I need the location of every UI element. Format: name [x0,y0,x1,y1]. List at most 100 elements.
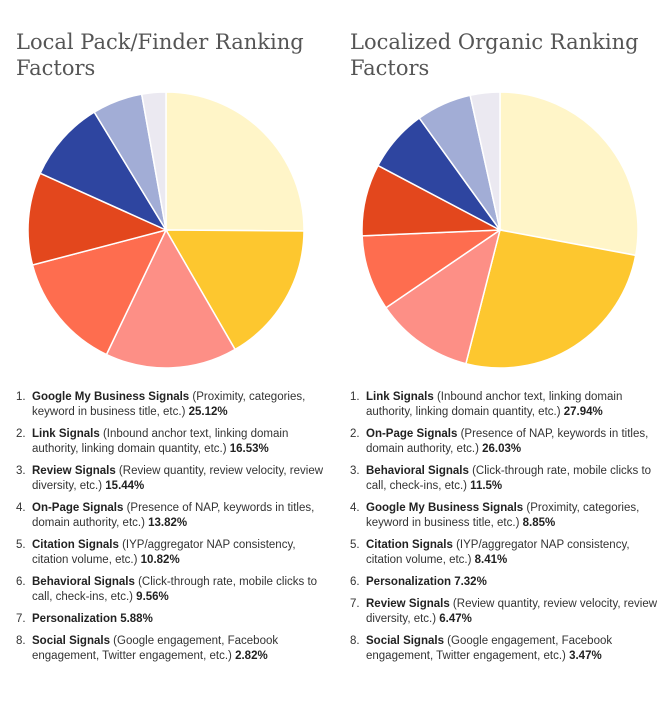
list-item-number: 8. [16,635,26,647]
list-item: 7. Personalization 5.88% [16,612,326,627]
factor-name: Review Signals [32,465,116,477]
factor-name: Personalization [366,576,451,588]
pie-slice-review-signals [105,228,237,369]
list-item-number: 6. [16,576,26,588]
local-pack-pie-chart [27,91,305,369]
factor-description: (Presence of NAP, keywords in titles, do… [366,428,649,455]
list-item: 3. Review Signals (Review quantity, revie… [16,464,326,494]
factor-name: Social Signals [366,635,444,647]
factor-percentage: 8.41% [471,554,508,566]
factor-name: Behavioral Signals [32,576,135,588]
list-item-text: Review Signals (Review quantity, review … [366,597,660,627]
factor-name: Personalization [32,613,117,625]
factor-percentage: 16.53% [226,443,269,455]
list-item: 5. Citation Signals (IYP/aggregator NAP c… [16,538,326,568]
list-item-number: 4. [350,502,360,514]
factor-name: Citation Signals [366,539,453,551]
list-item: 8. Social Signals (Google engagement, Fac… [350,634,660,664]
factor-percentage: 15.44% [102,480,145,492]
list-item-text: Personalization 7.32% [366,575,660,590]
list-item-number: 5. [16,539,26,551]
factor-description: (Review quantity, review velocity, revie… [32,465,324,492]
pie-slice-behavioral-signals [384,228,502,365]
factor-description: (Google engagement, Facebook engagement,… [32,635,279,662]
chart-title: Local Pack/Finder Ranking Factors [16,30,304,81]
factor-name: Google My Business Signals [32,391,190,403]
list-item: 6. Behavioral Signals (Click-through rate… [16,575,326,605]
list-item: 2. On-Page Signals (Presence of NAP, keyw… [350,427,660,457]
list-item-number: 2. [350,428,360,440]
list-item: 1. Google My Business Signals (Proximity,… [16,390,326,420]
list-item: 1. Link Signals (Inbound anchor text, lin… [350,390,660,420]
factor-name: Social Signals [32,635,110,647]
list-item-number: 5. [350,539,360,551]
list-item-number: 7. [350,598,360,610]
list-item: 6. Personalization 7.32% [350,575,660,590]
list-item-text: On-Page Signals (Presence of NAP, keywor… [32,501,326,531]
factor-percentage: 10.82% [137,554,180,566]
localized-organic-factor-list: 1. Link Signals (Inbound anchor text, lin… [350,390,660,671]
factor-description: (Presence of NAP, keywords in titles, do… [32,502,315,529]
factor-description: (Proximity, categories, keyword in busin… [32,391,306,418]
list-item-number: 1. [350,391,360,403]
factor-percentage: 8.85% [519,517,556,529]
factor-description: (Inbound anchor text, linking domain aut… [32,428,289,455]
list-item: 5. Citation Signals (IYP/aggregator NAP c… [350,538,660,568]
list-item-text: Social Signals (Google engagement, Faceb… [366,634,660,664]
list-item-number: 3. [16,465,26,477]
factor-description: (Click-through rate, mobile clicks to ca… [366,465,652,492]
factor-name: Link Signals [366,391,434,403]
list-item-text: Review Signals (Review quantity, review … [32,464,326,494]
list-item-number: 6. [350,576,360,588]
factor-percentage: 25.12% [185,406,228,418]
list-item-text: Link Signals (Inbound anchor text, linki… [32,427,326,457]
factor-description: (Proximity, categories, keyword in busin… [366,502,640,529]
factor-percentage: 2.82% [231,650,268,662]
factor-description: (Google engagement, Facebook engagement,… [366,635,613,662]
chart-title: Localized Organic Ranking Factors [350,30,639,81]
pie-slice-social-signals [469,91,501,231]
factor-percentage: 13.82% [144,517,188,529]
factor-name: Citation Signals [32,539,119,551]
factor-percentage: 3.47% [565,650,602,662]
list-item: 2. Link Signals (Inbound anchor text, lin… [16,427,326,457]
factor-percentage: 6.47% [436,613,472,625]
list-item-text: Social Signals (Google engagement, Faceb… [32,634,326,664]
factor-name: Google My Business Signals [366,502,524,514]
list-item-text: Behavioral Signals (Click-through rate, … [32,575,326,605]
local-pack-factor-list: 1. Google My Business Signals (Proximity,… [16,390,326,671]
factor-percentage: 26.03% [478,443,522,455]
factor-name: On-Page Signals [32,502,124,514]
list-item-text: On-Page Signals (Presence of NAP, keywor… [366,427,660,457]
factor-name: Review Signals [366,598,450,610]
factor-percentage: 5.88% [117,613,153,625]
factor-name: On-Page Signals [366,428,458,440]
list-item-text: Link Signals (Inbound anchor text, linki… [366,390,660,420]
list-item-text: Behavioral Signals (Click-through rate, … [366,464,660,494]
pie-slice-google-my-business-signals [165,91,305,232]
factor-percentage: 11.5% [466,480,503,492]
list-item: 7. Review Signals (Review quantity, revie… [350,597,660,627]
list-item-number: 4. [16,502,26,514]
list-item-text: Citation Signals (IYP/aggregator NAP con… [366,538,660,568]
factor-description: (Inbound anchor text, linking domain aut… [366,391,623,418]
list-item: 4. Google My Business Signals (Proximity,… [350,501,660,531]
pie-slice-on-page-signals [464,229,637,369]
factor-name: Behavioral Signals [366,465,469,477]
list-item: 4. On-Page Signals (Presence of NAP, keyw… [16,501,326,531]
list-item-number: 1. [16,391,26,403]
list-item-number: 8. [350,635,360,647]
pie-slice-citation-signals [27,172,169,266]
list-item: 8. Social Signals (Google engagement, Fac… [16,634,326,664]
list-item: 3. Behavioral Signals (Click-through rate… [350,464,660,494]
pie-slice-link-signals [164,229,305,351]
factor-name: Link Signals [32,428,100,440]
pie-slice-on-page-signals [31,228,168,356]
localized-organic-panel: Localized Organic Ranking Factors 1. Link… [334,0,664,712]
list-item-number: 3. [350,465,360,477]
list-item-text: Personalization 5.88% [32,612,326,627]
pie-slice-link-signals [499,91,639,257]
factor-percentage: 7.32% [451,576,487,588]
list-item-number: 7. [16,613,26,625]
list-item-text: Citation Signals (IYP/aggregator NAP con… [32,538,326,568]
